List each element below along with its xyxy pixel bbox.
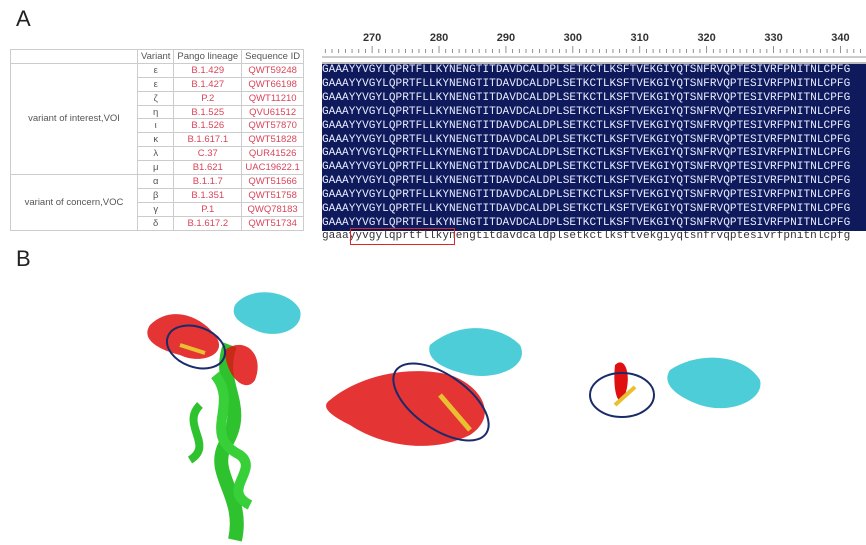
rbd-ace2-complex-structure	[326, 328, 522, 446]
lineage-cell: B.1.427	[173, 76, 243, 92]
lineage-cell: P.2	[173, 90, 243, 106]
table-row: β B.1.351 QWT51758	[11, 187, 305, 203]
panel-label-b: B	[16, 246, 31, 271]
ruler-label: 290	[497, 32, 515, 44]
table-row: δ B.1.617.2 QWT51734	[11, 215, 305, 231]
sequence-id-cell: QUR41526	[241, 146, 305, 162]
variant-table: Variant Pango lineage Sequence ID varian…	[10, 49, 305, 231]
header-sequence-id: Sequence ID	[241, 49, 305, 64]
table-row: λ C.37 QUR41526	[11, 146, 305, 162]
sequence-alignment: GAAAYYVGYLQPRTFLLKYNENGTITDAVDCALDPLSETK…	[322, 62, 866, 231]
lineage-cell: B.1.525	[173, 104, 243, 120]
lineage-cell: B.1.617.2	[173, 215, 243, 231]
lineage-cell: B.1.351	[173, 187, 243, 203]
sequence-id-cell: QWT57870	[241, 118, 305, 134]
ruler-label: 320	[697, 32, 715, 44]
alignment-row: GAAAYYVGYLQPRTFLLKYNENGTITDAVDCALDPLSETK…	[322, 175, 851, 188]
alignment-row: GAAAYYVGYLQPRTFLLKYNENGTITDAVDCALDPLSETK…	[322, 161, 851, 174]
header-lineage: Pango lineage	[173, 49, 243, 64]
table-row: variant of interest,VOI ε B.1.429 QWT59248	[10, 62, 305, 176]
epitope-highlight-box	[350, 228, 455, 245]
sequence-id-cell: QWT51828	[241, 132, 305, 148]
sequence-id-cell: QWT51734	[241, 215, 305, 231]
alignment-row: GAAAYYVGYLQPRTFLLKYNENGTITDAVDCALDPLSETK…	[322, 189, 851, 202]
variant-cell: β	[136, 187, 175, 203]
sequence-id-cell: QWT66198	[241, 76, 305, 92]
ruler-label: 330	[764, 32, 782, 44]
table-row: μ B1.621 UAC19622.1	[11, 160, 305, 176]
table-row: ε B.1.427 QWT66198	[11, 76, 305, 92]
alignment-row: GAAAYYVGYLQPRTFLLKYNENGTITDAVDCALDPLSETK…	[322, 203, 851, 215]
position-ruler: 270 280 290 300 310 320 330 340	[322, 32, 866, 58]
sequence-id-cell: QWT51758	[241, 187, 305, 203]
ruler-label: 340	[831, 32, 849, 44]
lineage-cell: B1.621	[173, 160, 243, 176]
variant-cell: λ	[136, 146, 175, 162]
alignment-row: GAAAYYVGYLQPRTFLLKYNENGTITDAVDCALDPLSETK…	[322, 77, 851, 90]
lineage-cell: B.1.617.1	[173, 132, 243, 148]
variant-cell: μ	[136, 160, 175, 176]
variant-group-label: variant of concern,VOC	[10, 174, 138, 231]
alignment-row: GAAAYYVGYLQPRTFLLKYNENGTITDAVDCALDPLSETK…	[322, 119, 851, 132]
sequence-id-cell: QVU61512	[241, 104, 305, 120]
header-group	[10, 49, 138, 64]
lineage-cell: B.1.526	[173, 118, 243, 134]
variant-cell: ι	[136, 118, 175, 134]
alignment-row: GAAAYYVGYLQPRTFLLKYNENGTITDAVDCALDPLSETK…	[322, 216, 851, 229]
variant-group-label: variant of interest,VOI	[10, 62, 138, 176]
panel-label-a: A	[16, 6, 31, 31]
lineage-cell: C.37	[173, 146, 243, 162]
table-row: variant of concern,VOC α B.1.1.7 QWT51566	[10, 174, 305, 231]
sequence-id-cell: QWT51566	[241, 174, 305, 189]
variant-cell: γ	[136, 201, 175, 217]
variant-cell: ζ	[136, 90, 175, 106]
ruler-label: 300	[564, 32, 582, 44]
variant-cell: η	[136, 104, 175, 120]
sequence-id-cell: QWT11210	[241, 90, 305, 106]
lineage-cell: B.1.429	[173, 62, 243, 78]
variant-cell: ε	[136, 62, 175, 78]
table-row: ι B.1.526 QWT57870	[11, 118, 305, 134]
sequence-id-cell: QWQ78183	[241, 201, 305, 217]
alignment-row: GAAAYYVGYLQPRTFLLKYNENGTITDAVDCALDPLSETK…	[322, 64, 851, 76]
table-row: γ P.1 QWQ78183	[11, 201, 305, 217]
variant-cell: δ	[136, 215, 175, 231]
variant-cell: α	[136, 174, 175, 189]
protein-structures	[147, 292, 761, 542]
alignment-row: GAAAYYVGYLQPRTFLLKYNENGTITDAVDCALDPLSETK…	[322, 91, 851, 104]
ruler-label: 280	[430, 32, 448, 44]
peptide-antibody-structure	[589, 357, 761, 418]
header-variant: Variant	[136, 49, 175, 64]
table-row: η B.1.525 QVU61512	[11, 104, 305, 120]
lineage-cell: B.1.1.7	[173, 174, 243, 189]
variant-cell: κ	[136, 132, 175, 148]
alignment-row: GAAAYYVGYLQPRTFLLKYNENGTITDAVDCALDPLSETK…	[322, 133, 851, 146]
spike-trimer-structure	[147, 292, 301, 542]
alignment-row: GAAAYYVGYLQPRTFLLKYNENGTITDAVDCALDPLSETK…	[322, 105, 851, 118]
ruler-label: 310	[631, 32, 649, 44]
lineage-cell: P.1	[173, 201, 243, 217]
variant-cell: ε	[136, 76, 175, 92]
ruler-label: 270	[363, 32, 381, 44]
sequence-id-cell: QWT59248	[241, 62, 305, 78]
sequence-id-cell: UAC19622.1	[241, 160, 305, 176]
alignment-row: GAAAYYVGYLQPRTFLLKYNENGTITDAVDCALDPLSETK…	[322, 147, 851, 160]
